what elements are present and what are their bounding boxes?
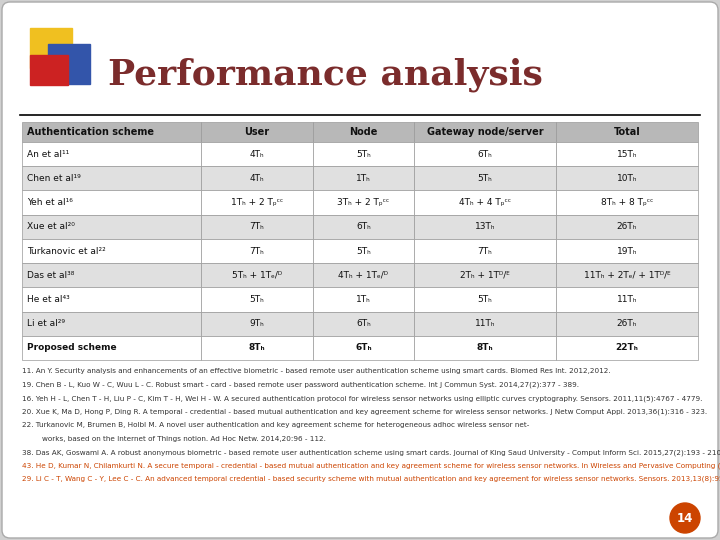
Text: Performance analysis: Performance analysis xyxy=(108,58,543,92)
Bar xyxy=(22,287,201,312)
Bar xyxy=(556,142,698,166)
Text: User: User xyxy=(244,127,269,137)
Bar xyxy=(312,142,414,166)
Circle shape xyxy=(670,503,700,533)
Bar xyxy=(312,215,414,239)
Text: 22Tₕ: 22Tₕ xyxy=(616,343,639,353)
Bar xyxy=(556,191,698,215)
Bar xyxy=(22,142,201,166)
Bar xyxy=(201,287,312,312)
Text: 14: 14 xyxy=(677,511,693,524)
Text: 10Tₕ: 10Tₕ xyxy=(617,174,637,183)
Text: 26Tₕ: 26Tₕ xyxy=(617,222,637,231)
Text: 26Tₕ: 26Tₕ xyxy=(617,319,637,328)
Text: 43. He D, Kumar N, Chilamkurti N. A secure temporal - credential - based mutual : 43. He D, Kumar N, Chilamkurti N. A secu… xyxy=(22,462,720,469)
Bar xyxy=(48,44,90,84)
Text: He et al⁴³: He et al⁴³ xyxy=(27,295,70,304)
Text: 11Tₕ: 11Tₕ xyxy=(617,295,637,304)
Bar xyxy=(414,336,556,360)
Bar xyxy=(312,312,414,336)
Text: 15Tₕ: 15Tₕ xyxy=(617,150,637,159)
Bar xyxy=(414,215,556,239)
Text: 5Tₕ: 5Tₕ xyxy=(477,174,492,183)
Bar xyxy=(201,166,312,191)
Bar xyxy=(22,191,201,215)
Bar xyxy=(414,287,556,312)
Bar xyxy=(30,55,68,85)
Bar xyxy=(414,191,556,215)
Bar xyxy=(556,312,698,336)
Bar xyxy=(201,312,312,336)
Text: 5Tₕ: 5Tₕ xyxy=(356,246,371,255)
Text: Authentication scheme: Authentication scheme xyxy=(27,127,154,137)
Bar xyxy=(414,142,556,166)
Text: 1Tₕ + 2 Tₚᶜᶜ: 1Tₕ + 2 Tₚᶜᶜ xyxy=(231,198,283,207)
Text: 3Tₕ + 2 Tₚᶜᶜ: 3Tₕ + 2 Tₚᶜᶜ xyxy=(337,198,390,207)
Text: 11. An Y. Security analysis and enhancements of an effective biometric - based r: 11. An Y. Security analysis and enhancem… xyxy=(22,368,611,374)
Text: 8Tₕ: 8Tₕ xyxy=(248,343,265,353)
Text: Yeh et al¹⁶: Yeh et al¹⁶ xyxy=(27,198,73,207)
Text: 7Tₕ: 7Tₕ xyxy=(250,222,264,231)
Text: 19. Chen B - L, Kuo W - C, Wuu L - C. Robust smart - card - based remote user pa: 19. Chen B - L, Kuo W - C, Wuu L - C. Ro… xyxy=(22,381,579,388)
Text: 6Tₕ: 6Tₕ xyxy=(477,150,492,159)
Bar xyxy=(22,239,201,263)
Bar xyxy=(414,263,556,287)
Text: 20. Xue K, Ma D, Hong P, Ding R. A temporal - credential - based mutual authenti: 20. Xue K, Ma D, Hong P, Ding R. A tempo… xyxy=(22,408,707,415)
Text: Das et al³⁸: Das et al³⁸ xyxy=(27,271,74,280)
Bar xyxy=(201,239,312,263)
Text: 4Tₕ: 4Tₕ xyxy=(250,150,264,159)
Bar xyxy=(22,312,201,336)
Text: 1Tₕ: 1Tₕ xyxy=(356,174,371,183)
Bar xyxy=(312,336,414,360)
Text: An et al¹¹: An et al¹¹ xyxy=(27,150,69,159)
Text: 11Tₕ + 2Tₑ/ + 1Tᴰ/ᴱ: 11Tₕ + 2Tₑ/ + 1Tᴰ/ᴱ xyxy=(584,271,670,280)
Text: Gateway node/server: Gateway node/server xyxy=(427,127,544,137)
Bar xyxy=(22,336,201,360)
Bar xyxy=(201,191,312,215)
Text: works, based on the Internet of Things notion. Ad Hoc Netw. 2014,20:96 - 112.: works, based on the Internet of Things n… xyxy=(42,435,326,442)
Text: 6Tₕ: 6Tₕ xyxy=(356,222,371,231)
Text: Xue et al²⁰: Xue et al²⁰ xyxy=(27,222,75,231)
Bar xyxy=(22,263,201,287)
Bar xyxy=(201,215,312,239)
Bar xyxy=(414,312,556,336)
Text: 5Tₕ: 5Tₕ xyxy=(250,295,264,304)
Text: Proposed scheme: Proposed scheme xyxy=(27,343,117,353)
Bar xyxy=(22,122,201,142)
Text: Li et al²⁹: Li et al²⁹ xyxy=(27,319,65,328)
Bar xyxy=(312,122,414,142)
Text: 8Tₕ + 8 Tₚᶜᶜ: 8Tₕ + 8 Tₚᶜᶜ xyxy=(600,198,653,207)
Bar xyxy=(201,336,312,360)
Text: 8Tₕ: 8Tₕ xyxy=(477,343,493,353)
Text: 7Tₕ: 7Tₕ xyxy=(477,246,492,255)
Text: 13Tₕ: 13Tₕ xyxy=(474,222,495,231)
Bar xyxy=(22,215,201,239)
Text: Chen et al¹⁹: Chen et al¹⁹ xyxy=(27,174,81,183)
Text: 11Tₕ: 11Tₕ xyxy=(474,319,495,328)
Bar xyxy=(201,122,312,142)
Bar xyxy=(556,287,698,312)
Bar xyxy=(201,263,312,287)
Bar xyxy=(556,239,698,263)
Text: 9Tₕ: 9Tₕ xyxy=(250,319,264,328)
Text: Turkanovic et al²²: Turkanovic et al²² xyxy=(27,246,106,255)
Text: 22. Turkanovic M, Brumen B, Holbl M. A novel user authentication and key agreeme: 22. Turkanovic M, Brumen B, Holbl M. A n… xyxy=(22,422,529,428)
Bar xyxy=(30,28,72,68)
Bar xyxy=(556,166,698,191)
Text: 1Tₕ: 1Tₕ xyxy=(356,295,371,304)
Bar xyxy=(414,166,556,191)
Text: 4Tₕ: 4Tₕ xyxy=(250,174,264,183)
Text: 4Tₕ + 4 Tₚᶜᶜ: 4Tₕ + 4 Tₚᶜᶜ xyxy=(459,198,511,207)
Bar xyxy=(556,336,698,360)
Bar xyxy=(312,239,414,263)
Bar xyxy=(556,215,698,239)
Bar xyxy=(556,122,698,142)
Text: 16. Yeh H - L, Chen T - H, Liu P - C, Kim T - H, Wei H - W. A secured authentica: 16. Yeh H - L, Chen T - H, Liu P - C, Ki… xyxy=(22,395,703,402)
Bar xyxy=(414,122,556,142)
Text: 7Tₕ: 7Tₕ xyxy=(250,246,264,255)
Bar xyxy=(312,191,414,215)
Text: 38. Das AK, Goswami A. A robust anonymous biometric - based remote user authenti: 38. Das AK, Goswami A. A robust anonymou… xyxy=(22,449,720,456)
Text: 6Tₕ: 6Tₕ xyxy=(356,319,371,328)
Bar xyxy=(22,166,201,191)
